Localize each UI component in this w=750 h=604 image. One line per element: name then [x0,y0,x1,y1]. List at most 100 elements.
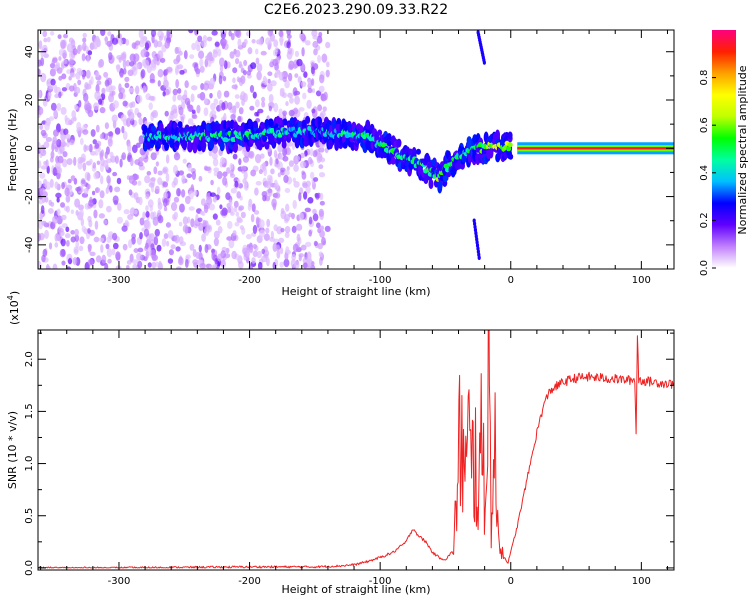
noise-speckle [274,192,281,199]
y-tick-label: 1.5 [24,403,35,419]
noise-speckle [172,88,178,96]
noise-speckle [229,51,235,59]
noise-speckle [247,47,253,55]
noise-speckle [233,206,238,213]
noise-speckle [153,39,159,48]
noise-speckle [255,180,262,186]
noise-speckle [214,257,219,265]
noise-speckle [208,51,213,58]
noise-speckle [174,234,180,244]
y-tick-label: 0.5 [24,508,35,524]
noise-speckle [203,204,209,214]
noise-speckle [272,58,279,67]
noise-speckle [132,263,138,269]
noise-speckle [151,254,158,262]
noise-speckle [280,227,285,233]
snr-series-line [38,330,674,569]
noise-speckle [128,111,135,121]
noise-speckle [108,95,113,101]
noise-speckle [261,96,266,103]
noise-speckle [48,116,55,121]
noise-speckle [202,219,207,228]
noise-speckle [111,37,119,45]
snr-panel: -300 -200 -100 0 100 0.0 0.5 1.0 1.5 2.0 Height … [6,291,675,596]
noise-speckle [305,40,311,46]
noise-speckle [78,100,82,108]
noise-speckle [249,246,254,254]
noise-speckle [232,77,236,84]
noise-speckle [148,95,155,101]
noise-speckle [164,40,170,49]
noise-speckle [172,94,177,102]
noise-speckle [58,49,64,56]
noise-speckle [279,87,285,93]
noise-speckle [193,189,198,197]
spectrogram-frame [37,29,675,270]
noise-speckle [216,170,223,180]
noise-speckle [112,171,118,177]
noise-speckle [124,219,129,226]
noise-speckle [299,32,305,40]
noise-speckle [286,166,290,171]
noise-speckle [204,166,211,172]
noise-speckle [319,192,324,201]
noise-speckle [198,175,203,182]
noise-speckle [127,143,132,153]
noise-speckle [145,205,149,212]
noise-speckle [311,78,315,87]
noise-speckle [66,266,72,269]
noise-speckle [265,37,271,46]
noise-speckle [179,203,185,213]
colorbar-tick-label: 0.0 [699,260,710,276]
noise-speckle [116,216,123,224]
noise-speckle [196,44,201,52]
scale-factor-base: (x10 [8,300,21,325]
y-tick-label: 0.0 [24,560,35,576]
noise-speckle [252,91,257,99]
noise-speckle [217,225,223,234]
noise-speckle [300,81,307,88]
noise-speckle [306,257,313,267]
noise-speckle [157,80,161,87]
noise-speckle [290,258,297,268]
noise-speckle [65,133,71,140]
noise-speckle [220,209,226,216]
noise-speckle [317,38,323,44]
noise-speckle [283,170,290,176]
signal-halo [200,140,206,153]
noise-speckle [73,246,79,255]
noise-speckle [184,97,191,106]
noise-speckle [42,248,48,258]
noise-speckle [288,212,293,218]
noise-speckle [313,240,318,247]
noise-speckle [56,197,60,203]
noise-speckle [312,40,319,48]
noise-speckle [153,55,157,65]
signal-halo [390,156,396,165]
noise-speckle [170,110,174,116]
noise-speckle [258,169,263,175]
noise-speckle [63,33,69,39]
noise-speckle [157,69,164,78]
noise-speckle [211,30,218,36]
signal-halo [264,141,270,150]
noise-speckle [38,180,42,188]
noise-speckle [93,209,98,219]
noise-speckle [184,225,189,235]
noise-speckle [281,92,287,99]
noise-speckle [38,40,43,50]
noise-speckle [118,92,124,100]
noise-speckle [210,110,217,116]
noise-speckle [318,208,325,217]
noise-speckle [73,156,77,166]
noise-speckle [215,219,221,226]
noise-speckle [265,257,270,267]
noise-speckle [278,30,284,38]
noise-speckle [84,145,91,151]
noise-speckle [240,165,247,171]
noise-speckle [60,238,66,247]
signal-halo [209,138,215,150]
noise-speckle [294,73,299,78]
noise-speckle [213,167,220,173]
